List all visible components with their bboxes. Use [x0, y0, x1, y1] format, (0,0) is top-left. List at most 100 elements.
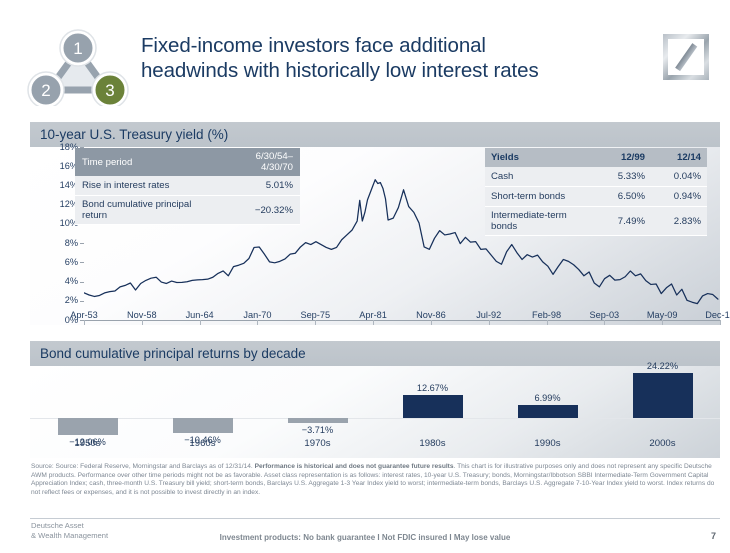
table-row: Bond cumulative principal return −20.32% [75, 195, 300, 225]
bar-value-label: −3.71% [301, 425, 334, 436]
x-axis-tick-label: Apr-81 [359, 310, 387, 320]
yields-header-cell: 12/99 [595, 148, 651, 167]
slide-header: 1 2 3 Fixed-income investors face additi… [0, 0, 730, 112]
x-axis-tick-label: Sep-03 [589, 310, 620, 320]
x-axis-tick [141, 320, 143, 325]
footer-brand-line-2: & Wealth Management [31, 531, 109, 540]
x-axis-tick [430, 320, 432, 325]
yield-line-svg [84, 179, 719, 305]
x-axis-line [84, 320, 720, 321]
yields-header-cell: 12/14 [651, 148, 707, 167]
footer-divider [30, 518, 720, 519]
footnote-pre: Source: Source: Federal Reserve, Morning… [31, 463, 255, 470]
period-row-value: 5.01% [219, 176, 300, 196]
yields-header-cell: Yields [485, 148, 595, 167]
bar-zero-line [30, 418, 720, 419]
yields-row-value: 5.33% [595, 167, 651, 187]
bar-group: −3.71% 1970s [260, 366, 375, 458]
bar-rect [402, 394, 463, 418]
x-axis-tick [546, 320, 548, 325]
yields-row-value: 0.94% [651, 186, 707, 207]
yields-row-value: 6.50% [595, 186, 651, 207]
time-period-table: Time period 6/30/54–4/30/70 Rise in intere… [75, 148, 300, 225]
logo-slash [675, 43, 697, 71]
y-axis-tick [80, 262, 84, 264]
x-axis-tick [662, 320, 664, 325]
period-row-label: Bond cumulative principal return [75, 195, 220, 225]
bar-value-label: −10.46% [184, 434, 221, 445]
y-axis-tick-label: 4% [64, 276, 78, 287]
yields-row-value: 0.04% [651, 167, 707, 187]
table-header-row: Yields 12/99 12/14 [485, 148, 707, 167]
step-2-label: 2 [41, 81, 50, 100]
yields-row-value: 2.83% [651, 206, 707, 236]
bar-group: 24.22% 2000s [605, 361, 720, 458]
bar-rect [172, 418, 233, 433]
step-1-label: 1 [73, 39, 82, 58]
x-axis-tick-label: Dec-14 [705, 310, 730, 320]
bar-rect [517, 405, 578, 418]
x-axis-tick [199, 320, 201, 325]
footer-brand-line-1: Deutsche Asset [31, 521, 84, 530]
bar-group: −10.46% 1960s [145, 366, 260, 458]
bar-rect [287, 418, 348, 424]
x-axis-tick-label: Jul-92 [476, 310, 502, 320]
page-number: 7 [710, 531, 716, 541]
y-axis-tick [80, 281, 84, 283]
bar-value-label: 24.22% [646, 361, 679, 372]
bar-rect [632, 373, 693, 418]
deutsche-bank-logo [663, 34, 709, 80]
y-axis-tick-label: 14% [59, 179, 78, 190]
y-axis-tick [80, 243, 84, 245]
footer-disclaimer: Investment products: No bank guarantee I… [219, 533, 511, 542]
period-row-value: −20.32% [219, 195, 300, 225]
y-axis-tick [80, 147, 84, 148]
bar-value-label: 12.67% [416, 382, 449, 393]
step-3-label: 3 [105, 81, 114, 100]
yields-row-label: Short-term bonds [485, 186, 595, 207]
page-title-line-1: Fixed-income investors face additional [141, 34, 486, 57]
table-row: Rise in interest rates 5.01% [75, 176, 300, 196]
footnote-bold: Performance is historical and does not g… [254, 463, 454, 470]
x-axis-tick-label: Nov-86 [416, 310, 446, 320]
x-axis-tick-label: Nov-58 [127, 310, 157, 320]
bar-category-label: 1970s [304, 438, 331, 449]
y-axis-tick-label: 0% [64, 314, 78, 325]
y-axis-tick-label: 12% [59, 199, 78, 210]
bar-category-label: 1950s [74, 438, 101, 449]
decade-returns-chart: −12.06% 1950s −10.46% 1960s −3.71% 1970s 12.67… [30, 361, 720, 458]
x-axis-tick-label: May-09 [646, 310, 678, 320]
page-title: Fixed-income investors face additional h… [141, 33, 646, 83]
period-row-value: 6/30/54–4/30/70 [219, 148, 300, 176]
footer-brand: Deutsche Asset & Wealth Management [31, 521, 108, 541]
x-axis-tick [315, 320, 317, 325]
y-axis-tick-label: 8% [64, 237, 78, 248]
x-axis-tick-label: Feb-98 [531, 310, 562, 320]
bar-category-label: 1980s [419, 438, 446, 449]
x-axis-tick-label: Jun-64 [185, 310, 214, 320]
x-axis-tick-label: Sep-75 [300, 310, 331, 320]
yields-row-label: Intermediate-term bonds [485, 206, 595, 236]
bar-group: 6.99% 1990s [490, 366, 605, 458]
x-axis-tick [373, 320, 375, 325]
yields-row-label: Cash [485, 167, 595, 187]
table-row: Short-term bonds 6.50% 0.94% [485, 186, 707, 207]
logo-inner [668, 39, 704, 75]
x-axis-tick [720, 320, 721, 325]
yields-table: Yields 12/99 12/14 Cash 5.33% 0.04% Short-term… [485, 148, 707, 236]
y-axis-tick-label: 2% [64, 295, 78, 306]
bar-group: −12.06% 1950s [30, 366, 145, 458]
footnote-post: . This chart is for illustrative purpose… [31, 463, 715, 496]
yield-line-series [84, 179, 719, 305]
table-row: Cash 5.33% 0.04% [485, 167, 707, 187]
x-axis-tick [257, 320, 259, 325]
yields-row-value: 7.49% [595, 206, 651, 236]
bar-category-label: 1990s [534, 438, 561, 449]
x-axis-tick [84, 320, 85, 325]
y-axis-tick-label: 16% [59, 160, 78, 171]
step-indicator-logo: 1 2 3 [22, 28, 134, 106]
bar-panel-heading: Bond cumulative principal returns by dec… [30, 341, 720, 366]
y-axis-tick-label: 6% [64, 256, 78, 267]
table-row: Time period 6/30/54–4/30/70 [75, 148, 300, 176]
bar-group: 12.67% 1980s [375, 366, 490, 458]
